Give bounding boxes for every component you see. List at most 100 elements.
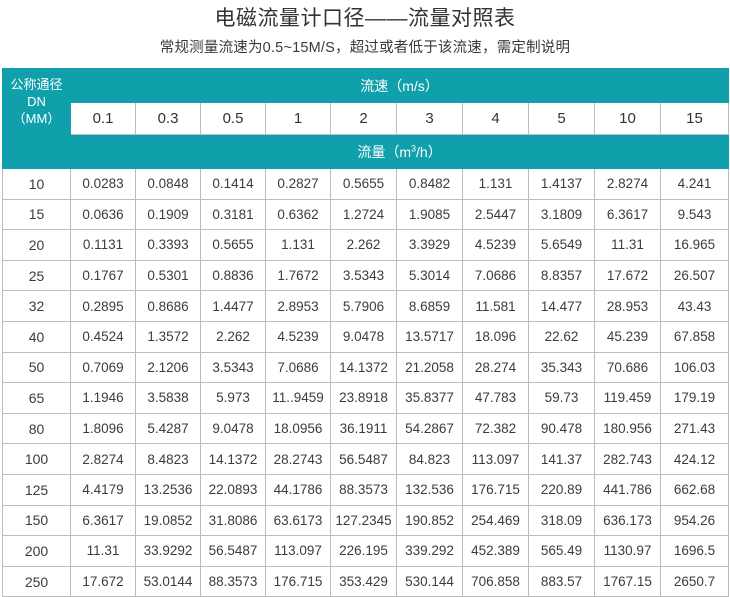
dn-cell: 125 bbox=[2, 473, 71, 506]
flow-cell: 4.5239 bbox=[462, 229, 529, 261]
flow-label-suffix: /h） bbox=[416, 143, 442, 160]
table-body: 10 0.0283 0.0848 0.1414 0.2827 0.5655 0.8482 1.… bbox=[2, 168, 730, 597]
table-row: 250 17.672 53.0144 88.3573 176.715 353.429 530… bbox=[2, 565, 730, 597]
flow-cell: 0.1767 bbox=[70, 259, 136, 292]
flow-cell: 0.5655 bbox=[200, 229, 266, 261]
velocity-header-7: 5 bbox=[528, 102, 595, 135]
velocity-header-9: 15 bbox=[659, 102, 730, 135]
flow-cell: 254.469 bbox=[462, 504, 529, 537]
flow-cell: 11.31 bbox=[594, 229, 661, 261]
dn-cell: 100 bbox=[2, 443, 71, 475]
flow-cell: 220.89 bbox=[528, 473, 595, 506]
flow-cell: 883.57 bbox=[528, 565, 595, 597]
table-row: 25 0.1767 0.5301 0.8836 1.7672 3.5343 5.3014 7.… bbox=[2, 259, 730, 292]
flow-group-blank-cell bbox=[2, 134, 71, 169]
velocity-header-1: 0.3 bbox=[135, 102, 201, 135]
flow-cell: 3.1809 bbox=[528, 198, 595, 231]
table-row: 32 0.2895 0.8686 1.4477 2.8953 5.7906 8.6859 11… bbox=[2, 290, 730, 322]
flow-cell: 662.68 bbox=[659, 473, 730, 506]
flow-cell: 53.0144 bbox=[135, 565, 201, 597]
flow-cell: 2.8274 bbox=[70, 443, 136, 475]
flow-cell: 44.1786 bbox=[265, 473, 331, 506]
flow-cell: 141.37 bbox=[528, 443, 595, 475]
flow-cell: 1.4137 bbox=[528, 168, 595, 200]
flow-cell: 22.62 bbox=[528, 320, 595, 353]
velocity-values-header-row: 0.1 0.3 0.5 1 2 3 4 5 10 15 bbox=[3, 102, 730, 135]
flow-cell: 13.5717 bbox=[396, 320, 463, 353]
flow-cell: 1.1946 bbox=[70, 382, 136, 414]
flow-cell: 1.8096 bbox=[70, 412, 136, 445]
table-row: 15 0.0636 0.1909 0.3181 0.6362 1.2724 1.9085 2.… bbox=[2, 198, 730, 231]
dn-header-line1: 公称通径DN bbox=[10, 77, 63, 109]
velocity-group-label: 流速（m/s） bbox=[69, 68, 730, 103]
flow-cell: 1.2724 bbox=[330, 198, 397, 231]
flow-cell: 0.5655 bbox=[330, 168, 397, 200]
dn-cell: 50 bbox=[2, 351, 71, 384]
flow-cell: 3.3929 bbox=[396, 229, 463, 261]
flow-cell: 176.715 bbox=[265, 565, 331, 597]
flow-cell: 2.262 bbox=[200, 320, 266, 353]
flow-cell: 0.5301 bbox=[135, 259, 201, 292]
flow-cell: 67.858 bbox=[659, 320, 730, 353]
flow-cell: 0.0848 bbox=[135, 168, 201, 200]
flow-cell: 14.1372 bbox=[330, 351, 397, 384]
flow-cell: 18.0956 bbox=[265, 412, 331, 445]
table-row: 100 2.8274 8.4823 14.1372 28.2743 56.5487 84.8… bbox=[2, 443, 730, 475]
flow-cell: 0.8836 bbox=[200, 259, 266, 292]
dn-cell: 20 bbox=[2, 229, 71, 261]
velocity-header-3: 1 bbox=[265, 102, 331, 135]
dn-header-line2: （MM） bbox=[12, 111, 61, 126]
flow-cell: 8.4823 bbox=[135, 443, 201, 475]
flow-cell: 119.459 bbox=[594, 382, 661, 414]
flow-cell: 3.5343 bbox=[330, 259, 397, 292]
flow-cell: 21.2058 bbox=[396, 351, 463, 384]
table-row: 125 4.4179 13.2536 22.0893 44.1786 88.3573 132… bbox=[2, 473, 730, 506]
flow-cell: 7.0686 bbox=[462, 259, 529, 292]
table-row: 20 0.1131 0.3393 0.5655 1.131 2.262 3.3929 4.52… bbox=[2, 229, 730, 261]
dn-cell: 150 bbox=[2, 504, 71, 537]
flow-cell: 4.241 bbox=[659, 168, 730, 200]
flow-cell: 565.49 bbox=[528, 535, 595, 567]
flow-cell: 2.5447 bbox=[462, 198, 529, 231]
table-row: 200 11.31 33.9292 56.5487 113.097 226.195 339.… bbox=[2, 535, 730, 567]
flow-cell: 4.4179 bbox=[70, 473, 136, 506]
flow-cell: 452.389 bbox=[462, 535, 529, 567]
flow-cell: 113.097 bbox=[462, 443, 529, 475]
flow-cell: 8.6859 bbox=[396, 290, 463, 322]
flow-cell: 45.239 bbox=[594, 320, 661, 353]
flow-cell: 706.858 bbox=[462, 565, 529, 597]
flow-cell: 19.0852 bbox=[135, 504, 201, 537]
dn-cell: 200 bbox=[2, 535, 71, 567]
flow-cell: 5.7906 bbox=[330, 290, 397, 322]
flow-cell: 636.173 bbox=[594, 504, 661, 537]
flow-cell: 9.0478 bbox=[330, 320, 397, 353]
flow-cell: 11.581 bbox=[462, 290, 529, 322]
flow-cell: 1.7672 bbox=[265, 259, 331, 292]
flow-cell: 11.31 bbox=[70, 535, 136, 567]
flow-cell: 33.9292 bbox=[135, 535, 201, 567]
flow-cell: 11..9459 bbox=[265, 382, 331, 414]
flow-cell: 353.429 bbox=[330, 565, 397, 597]
flow-cell: 28.2743 bbox=[265, 443, 331, 475]
flow-cell: 530.144 bbox=[396, 565, 463, 597]
flow-cell: 18.096 bbox=[462, 320, 529, 353]
flow-cell: 13.2536 bbox=[135, 473, 201, 506]
flow-cell: 6.3617 bbox=[594, 198, 661, 231]
flow-cell: 4.5239 bbox=[265, 320, 331, 353]
flow-cell: 1.9085 bbox=[396, 198, 463, 231]
flow-cell: 23.8918 bbox=[330, 382, 397, 414]
flow-cell: 2.8274 bbox=[594, 168, 661, 200]
velocity-header-5: 3 bbox=[396, 102, 463, 135]
flow-cell: 88.3573 bbox=[330, 473, 397, 506]
flow-cell: 190.852 bbox=[396, 504, 463, 537]
flow-cell: 5.4287 bbox=[135, 412, 201, 445]
flow-cell: 180.956 bbox=[594, 412, 661, 445]
table-row: 150 6.3617 19.0852 31.8086 63.6173 127.2345 19… bbox=[2, 504, 730, 537]
flow-cell: 54.2867 bbox=[396, 412, 463, 445]
dn-cell: 15 bbox=[2, 198, 71, 231]
flow-cell: 70.686 bbox=[594, 351, 661, 384]
flow-cell: 5.973 bbox=[200, 382, 266, 414]
table-row: 65 1.1946 3.5838 5.973 11..9459 23.8918 35.837… bbox=[2, 382, 730, 414]
flow-cell: 2.8953 bbox=[265, 290, 331, 322]
flow-cell: 271.43 bbox=[659, 412, 730, 445]
